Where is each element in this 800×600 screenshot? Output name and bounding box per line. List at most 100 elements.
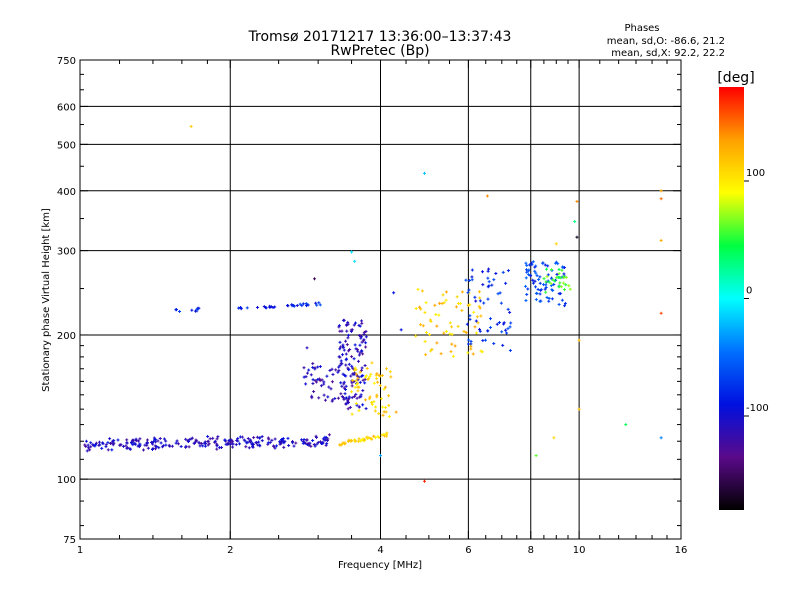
data-point	[424, 301, 428, 305]
data-point	[311, 382, 315, 386]
data-point	[477, 304, 481, 308]
data-point	[547, 299, 551, 303]
data-point	[359, 368, 363, 372]
data-point	[189, 124, 193, 128]
data-point	[325, 374, 329, 378]
data-point	[184, 437, 188, 441]
data-point	[300, 304, 304, 308]
data-point	[348, 405, 352, 409]
data-point	[347, 368, 351, 372]
data-point	[534, 454, 538, 458]
data-point	[477, 290, 481, 294]
data-point	[562, 288, 566, 292]
data-point	[573, 220, 577, 224]
data-point	[659, 189, 663, 193]
data-point	[145, 438, 149, 442]
data-point	[504, 281, 508, 285]
data-point	[346, 398, 350, 402]
y-tick-label: 300	[57, 247, 76, 258]
data-point	[108, 441, 112, 445]
data-point	[433, 303, 437, 307]
data-point	[372, 381, 376, 385]
data-point	[438, 301, 442, 305]
data-point	[345, 329, 349, 333]
data-point	[227, 438, 231, 442]
data-point	[137, 445, 141, 449]
data-points	[83, 124, 663, 483]
data-point	[524, 261, 528, 265]
data-point	[208, 437, 212, 441]
data-point	[624, 423, 628, 427]
data-point	[535, 274, 539, 278]
data-point	[490, 283, 494, 287]
data-point	[106, 441, 110, 445]
data-point	[282, 445, 286, 449]
data-point	[317, 377, 321, 381]
data-point	[273, 305, 277, 309]
data-point	[216, 435, 220, 439]
data-point	[176, 442, 180, 446]
data-point	[150, 440, 154, 444]
data-point	[197, 306, 201, 310]
data-point	[353, 259, 357, 263]
data-point	[368, 395, 372, 399]
data-point	[292, 444, 296, 448]
data-point	[419, 307, 423, 311]
data-point	[354, 372, 358, 376]
data-point	[246, 437, 250, 441]
data-point	[353, 321, 357, 325]
x-tick-label: 10	[573, 545, 586, 556]
data-point	[659, 436, 663, 440]
data-point	[384, 406, 388, 410]
data-point	[362, 330, 366, 334]
data-point	[545, 267, 549, 271]
data-point	[170, 444, 174, 448]
data-point	[361, 389, 365, 393]
data-point	[506, 327, 510, 331]
data-point	[544, 290, 548, 294]
y-tick-label: 75	[63, 535, 76, 546]
data-point	[134, 438, 138, 442]
data-point	[347, 333, 351, 337]
data-point	[84, 439, 88, 443]
data-point	[300, 438, 304, 442]
data-point	[534, 298, 538, 302]
data-point	[534, 291, 538, 295]
data-point	[358, 380, 362, 384]
data-point	[359, 334, 363, 338]
data-point	[262, 305, 266, 309]
data-point	[260, 435, 264, 439]
data-point	[544, 286, 548, 290]
data-point	[215, 437, 219, 441]
data-point	[370, 402, 374, 406]
data-point	[364, 329, 368, 333]
data-point	[486, 285, 490, 289]
data-point	[379, 454, 382, 458]
data-point	[554, 261, 558, 265]
data-point	[478, 306, 482, 310]
data-point	[350, 364, 354, 368]
data-point	[343, 373, 347, 377]
data-point	[552, 436, 556, 440]
data-point	[157, 446, 161, 450]
data-point	[353, 343, 357, 347]
data-point	[481, 339, 485, 343]
data-point	[356, 359, 360, 363]
data-point	[291, 441, 295, 445]
data-point	[484, 338, 488, 342]
data-point	[356, 389, 360, 393]
data-point	[311, 378, 315, 382]
data-point	[345, 402, 349, 406]
data-point	[467, 338, 471, 342]
data-point	[329, 387, 333, 391]
data-point	[311, 439, 315, 443]
data-point	[167, 443, 171, 447]
data-point	[551, 278, 555, 282]
data-point	[320, 378, 324, 382]
data-point	[487, 280, 491, 284]
data-point	[550, 288, 554, 292]
data-point	[88, 448, 92, 452]
data-point	[562, 266, 566, 270]
data-point	[442, 331, 446, 335]
data-point	[290, 303, 294, 307]
